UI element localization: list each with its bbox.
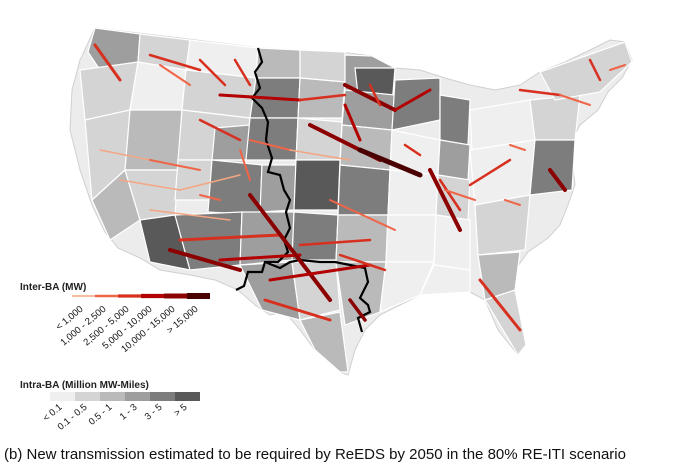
legend-inter-ba-title: Inter-BA (MW) bbox=[20, 282, 86, 293]
legend-label: 1 - 3 bbox=[118, 402, 140, 423]
legend-swatch bbox=[150, 392, 175, 401]
legend-swatch bbox=[75, 392, 100, 401]
legend-label: 3 - 5 bbox=[143, 402, 165, 423]
legend-swatch bbox=[175, 392, 200, 401]
legend-swatch bbox=[100, 392, 125, 401]
legend-label: > 5 bbox=[172, 402, 189, 419]
legend-intra-ba: Intra-BA (Million MW-Miles) < 0.10.1 - 0… bbox=[20, 380, 200, 433]
legend-swatch bbox=[125, 392, 150, 401]
legend-label: 0.5 - 1 bbox=[87, 402, 115, 428]
legend-swatch bbox=[50, 392, 75, 401]
transmission-lines bbox=[93, 43, 626, 332]
figure-caption: (b) New transmission estimated to be req… bbox=[4, 446, 626, 463]
legend-intra-ba-title: Intra-BA (Million MW-Miles) bbox=[20, 380, 149, 391]
